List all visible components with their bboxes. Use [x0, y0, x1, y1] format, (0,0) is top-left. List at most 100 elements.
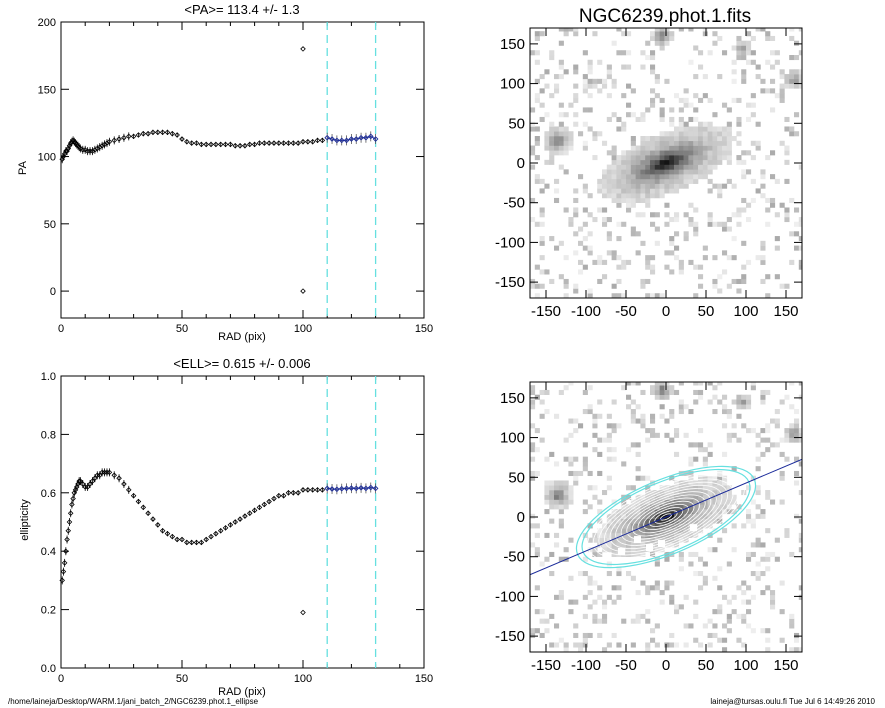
image-pixel — [549, 55, 555, 61]
image-pixel — [789, 197, 795, 204]
profile-point — [188, 539, 195, 546]
image-pixel — [606, 236, 612, 242]
image-pixel — [669, 409, 675, 415]
image-pixel — [611, 83, 617, 89]
image-pixel — [712, 31, 718, 37]
image-pixel — [707, 451, 713, 457]
outlier-point — [300, 288, 306, 294]
image-pixel — [750, 428, 756, 434]
image-pixel — [712, 150, 718, 156]
image-pixel — [726, 509, 732, 515]
image-pixel — [693, 490, 699, 496]
image-pixel — [794, 456, 800, 462]
image-pixel — [616, 183, 622, 189]
image-pixel — [654, 145, 660, 151]
image-pixel — [650, 389, 656, 396]
image-pixel — [626, 112, 632, 118]
image-pixel — [621, 188, 627, 194]
image-pixel — [616, 202, 622, 208]
image-pixel — [798, 245, 802, 251]
image-pixel — [698, 155, 704, 161]
profile-point — [125, 133, 132, 140]
image-pixel — [654, 394, 660, 400]
image-pixel — [712, 278, 718, 285]
image-pixel — [693, 513, 699, 519]
image-pixel — [731, 523, 737, 529]
image-pixel — [674, 523, 680, 529]
image-pixel — [683, 513, 689, 519]
image-pixel — [798, 532, 802, 538]
image-pixel — [731, 494, 737, 500]
image-pixel — [659, 45, 665, 51]
image-pixel — [592, 432, 598, 438]
image-pixel — [626, 31, 632, 37]
image-pixel — [726, 131, 732, 137]
image-pixel — [597, 399, 603, 405]
image-pixel — [602, 174, 608, 180]
image-pixel — [736, 221, 742, 227]
image-pixel — [702, 31, 708, 37]
profile-point — [145, 130, 151, 137]
fit-point — [353, 485, 360, 492]
x-tick-label: 100 — [733, 657, 758, 674]
image-pixel — [587, 575, 593, 581]
image-pixel — [650, 50, 656, 56]
image-pixel — [626, 207, 632, 213]
image-pixel — [702, 28, 708, 32]
image-pixel — [573, 28, 579, 32]
profile-point — [67, 510, 74, 517]
image-pixel — [731, 399, 737, 405]
image-pixel — [698, 556, 704, 562]
image-pixel — [722, 136, 728, 142]
image-pixel — [654, 561, 660, 567]
image-pixel — [554, 178, 560, 184]
image-pixel — [563, 504, 569, 510]
image-pixel — [578, 647, 584, 652]
image-pixel — [650, 193, 656, 199]
image-pixel — [688, 442, 694, 448]
image-pixel — [582, 78, 588, 84]
image-pixel — [693, 221, 699, 227]
profile-point — [266, 498, 272, 505]
image-pixel — [630, 197, 636, 204]
image-pixel — [611, 150, 617, 156]
image-pixel — [707, 632, 713, 639]
image-pixel — [765, 155, 771, 161]
image-pixel — [712, 494, 718, 500]
x-tick-label: 0 — [662, 303, 670, 320]
image-pixel — [664, 145, 670, 151]
image-pixel — [597, 88, 603, 94]
image-pixel — [611, 169, 617, 175]
image-pixel — [784, 159, 790, 165]
image-pixel — [698, 169, 704, 175]
image-pixel — [669, 150, 675, 156]
image-pixel — [678, 409, 684, 415]
image-pixel — [659, 140, 665, 146]
image-pixel — [558, 556, 564, 562]
image-pixel — [630, 150, 636, 156]
image-pixel — [726, 613, 732, 619]
image-pixel — [597, 255, 603, 261]
image-pixel — [712, 283, 718, 289]
image-pixel — [659, 155, 665, 161]
image-pixel — [606, 571, 612, 577]
image-pixel — [659, 28, 665, 32]
image-pixel — [765, 293, 771, 298]
image-pixel — [539, 212, 545, 218]
y-tick-label: -150 — [495, 274, 525, 291]
image-pixel — [678, 556, 684, 562]
image-pixel — [606, 413, 612, 419]
image-pixel — [606, 64, 612, 70]
profile-point — [227, 522, 234, 528]
image-pixel — [798, 518, 802, 524]
profile-point — [179, 136, 185, 142]
image-pixel — [664, 528, 670, 534]
image-pixel — [746, 609, 752, 615]
image-pixel — [765, 494, 771, 500]
image-pixel — [688, 155, 694, 161]
x-tick-label: -150 — [531, 303, 561, 320]
y-tick-label: 0.6 — [41, 488, 56, 500]
image-pixel — [534, 221, 540, 227]
image-pixel — [558, 494, 564, 500]
